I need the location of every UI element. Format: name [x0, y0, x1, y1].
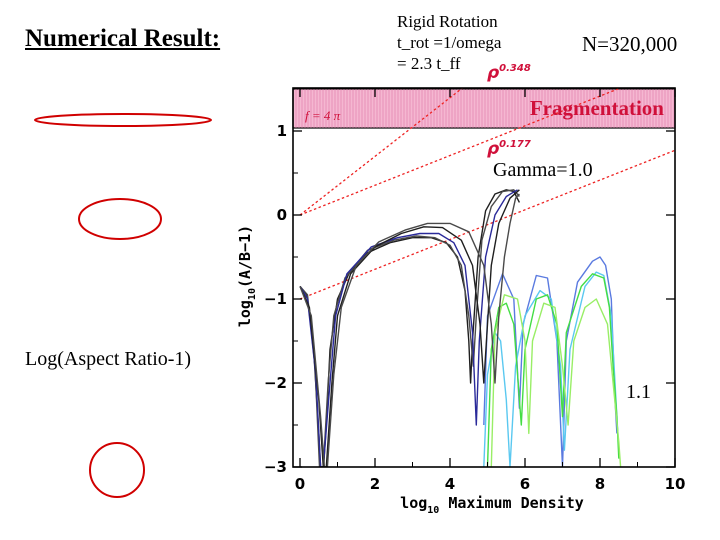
series-line-7	[490, 294, 622, 467]
guide-line-1	[299, 88, 464, 216]
series-line-6	[486, 273, 620, 467]
series-line-2	[299, 189, 520, 467]
x-axis-label: log10 Maximum Density	[400, 494, 584, 516]
x-tick-label: 0	[295, 475, 305, 493]
guide-line-2	[299, 88, 623, 216]
series-line-1	[299, 189, 521, 467]
y-tick-label: −2	[264, 374, 287, 392]
series-line-9	[299, 193, 520, 467]
rotation-line-3: = 2.3 t_ff	[397, 54, 461, 73]
x-tick-label: 8	[595, 475, 605, 493]
gamma-right-annotation: 1.1	[626, 381, 651, 403]
particle-count: N=320,000	[582, 32, 678, 56]
rotation-line-2: t_rot =1/omega	[397, 33, 502, 52]
rotation-note: Rigid Rotation t_rot =1/omega = 2.3 t_ff	[397, 11, 501, 74]
y-tick-label: −1	[264, 290, 287, 308]
x-tick-label: 2	[370, 475, 380, 493]
rho-label-1: ρ0.348	[487, 63, 531, 83]
x-tick-label: 6	[520, 475, 530, 493]
y-axis-label: log10(A/B−1)	[236, 225, 258, 327]
plot-frame	[292, 87, 676, 468]
y-tick-label: −3	[264, 458, 287, 476]
y-tick-label: 1	[277, 122, 287, 140]
series-line-8	[299, 189, 520, 467]
oval-shape	[78, 198, 162, 240]
guide-line-3	[299, 149, 675, 300]
series-line-4	[483, 256, 618, 467]
x-tick-label: 4	[445, 475, 455, 493]
f-label: f = 4 π	[305, 108, 341, 123]
slide-title: Numerical Result:	[25, 25, 221, 52]
y-tick-label: 0	[277, 206, 287, 224]
rotation-line-1: Rigid Rotation	[397, 12, 498, 31]
rho-label-2: ρ0.177	[487, 139, 531, 159]
series-line-3	[299, 189, 518, 467]
gamma-annotation: Gamma=1.0	[493, 159, 593, 181]
circle-shape	[89, 442, 145, 498]
fragmentation-label: Fragmentation	[530, 96, 664, 120]
aspect-ratio-label: Log(Aspect Ratio-1)	[25, 348, 192, 370]
x-tick-label: 10	[665, 475, 686, 493]
flat-ellipse-shape	[34, 113, 212, 127]
series-line-5	[483, 271, 620, 467]
